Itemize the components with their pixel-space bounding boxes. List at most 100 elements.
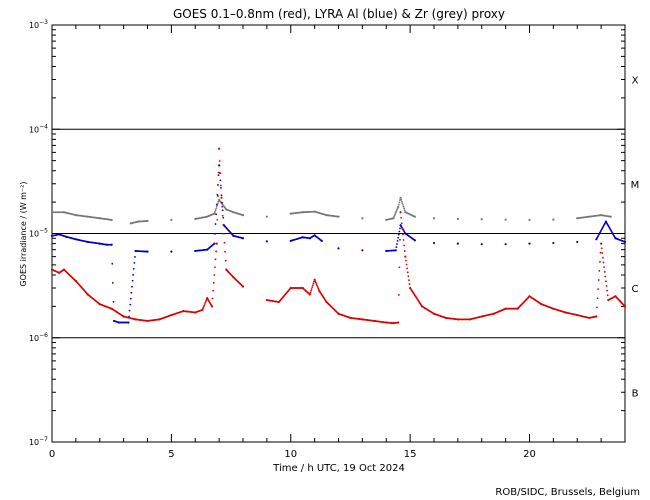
series-point xyxy=(215,250,218,253)
series-point xyxy=(223,232,225,235)
series-point xyxy=(265,215,268,218)
y-tick-label: 10−5 xyxy=(29,228,48,239)
series-point xyxy=(218,147,221,150)
series-point xyxy=(397,294,400,296)
series-point xyxy=(110,243,113,246)
series-point xyxy=(315,283,318,285)
series-point xyxy=(408,279,410,282)
series-point xyxy=(504,218,507,221)
y-tick-label: 10−3 xyxy=(29,19,48,30)
series-point xyxy=(222,216,225,219)
flare-class-label: B xyxy=(632,388,639,399)
series-point xyxy=(214,258,217,261)
series-point xyxy=(623,240,627,244)
series-point xyxy=(606,294,609,297)
x-tick-label: 15 xyxy=(404,449,417,460)
series-point xyxy=(202,307,204,310)
flare-class-label: X xyxy=(632,76,639,87)
series-point xyxy=(480,218,483,221)
series-point xyxy=(216,218,219,221)
series-point xyxy=(131,279,134,282)
series-point xyxy=(480,243,483,246)
series-point xyxy=(394,249,397,252)
series-point xyxy=(221,201,224,204)
series-point xyxy=(605,280,607,283)
series-point xyxy=(604,275,607,278)
series-point xyxy=(127,321,130,324)
series-point xyxy=(397,233,400,236)
series-point xyxy=(397,203,400,206)
flare-class-label: C xyxy=(632,284,639,295)
series-point xyxy=(112,300,115,303)
series-point xyxy=(528,218,531,222)
series-point xyxy=(202,306,205,308)
series-point xyxy=(407,275,410,278)
series-point xyxy=(606,289,608,292)
series-point xyxy=(221,209,224,212)
series-point xyxy=(397,321,400,324)
series-point xyxy=(215,207,218,210)
series-point xyxy=(211,297,214,300)
series-point xyxy=(402,204,404,206)
series-point xyxy=(205,300,207,302)
series-point xyxy=(146,250,149,253)
series-point xyxy=(602,256,604,259)
series-point xyxy=(396,208,398,211)
series-point xyxy=(394,213,397,215)
series-point xyxy=(398,266,401,269)
series-point xyxy=(241,285,245,288)
series-point xyxy=(406,271,409,274)
series-point xyxy=(623,217,627,220)
series-point xyxy=(602,261,605,264)
series-point xyxy=(400,216,403,219)
series-point xyxy=(395,246,398,249)
series-point xyxy=(218,164,221,167)
series-point xyxy=(413,215,416,218)
y-tick-label: 10−7 xyxy=(29,436,48,447)
series-point xyxy=(220,184,222,187)
series-point xyxy=(316,285,319,288)
series-point xyxy=(596,306,598,309)
series-point xyxy=(131,285,133,288)
x-axis-label: Time / h UTC, 19 Oct 2024 xyxy=(272,463,405,474)
series-point xyxy=(406,267,409,270)
series-point xyxy=(215,203,218,206)
series-point xyxy=(221,205,224,208)
series-point xyxy=(597,288,600,291)
series-point xyxy=(217,184,219,186)
series-point xyxy=(309,291,312,294)
series-point xyxy=(317,287,320,290)
series-point xyxy=(361,249,364,252)
series-point xyxy=(408,283,411,285)
y-tick-label: 10−6 xyxy=(29,332,48,343)
flare-class-label: M xyxy=(631,180,640,191)
series-point xyxy=(456,242,459,245)
series-point xyxy=(203,304,206,307)
series-point xyxy=(311,286,314,289)
series-point xyxy=(224,259,227,262)
series-point xyxy=(223,241,226,244)
series-point xyxy=(600,242,603,245)
series-point xyxy=(504,243,507,246)
series-point xyxy=(220,196,223,199)
series-point xyxy=(595,315,598,318)
series-point xyxy=(396,243,398,245)
series-point xyxy=(399,211,402,214)
series-point xyxy=(212,289,215,292)
series-point xyxy=(170,218,173,222)
series-point xyxy=(432,241,436,245)
series-point xyxy=(402,233,404,236)
series-point xyxy=(214,223,217,225)
series-point xyxy=(405,263,408,266)
series-point xyxy=(110,218,113,222)
series-point xyxy=(399,196,402,199)
series-point xyxy=(528,242,531,245)
series-point xyxy=(400,200,403,203)
series-point xyxy=(308,293,311,296)
series-point xyxy=(337,247,340,250)
series-point xyxy=(603,270,606,273)
y-axis-label: GOES irradiance / (W m⁻²) xyxy=(19,181,28,286)
series-point xyxy=(241,237,245,240)
series-point xyxy=(213,274,216,276)
